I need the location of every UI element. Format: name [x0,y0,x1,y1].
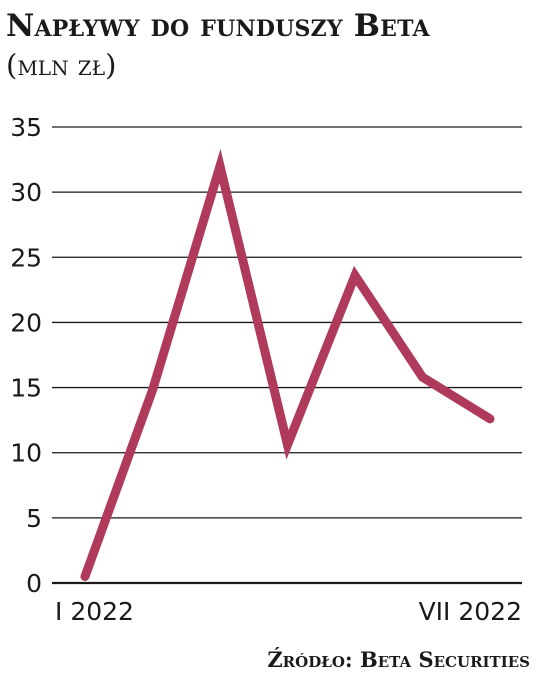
grid-layer [52,126,522,519]
label-layer: 0 5 10 15 20 25 30 35 I 2022 VII 2022 [10,113,522,626]
x-tick-label-start: I 2022 [55,597,134,626]
y-tick-label: 30 [10,178,42,207]
y-tick-label: 35 [10,113,42,142]
x-tick-label-end: VII 2022 [419,597,522,626]
source-label: Źródło: Beta Securities [267,647,530,672]
chart-subtitle: (mln zł) [6,48,117,82]
y-tick-label: 5 [26,504,42,533]
series-line-0 [80,148,495,581]
chart-title: Napływy do funduszy Beta [6,8,430,44]
y-tick-label: 15 [10,374,42,403]
series-layer [80,148,495,581]
y-tick-label: 25 [10,243,42,272]
y-tick-label: 10 [10,439,42,468]
y-tick-label: 20 [10,308,42,337]
y-tick-label: 0 [26,569,42,598]
